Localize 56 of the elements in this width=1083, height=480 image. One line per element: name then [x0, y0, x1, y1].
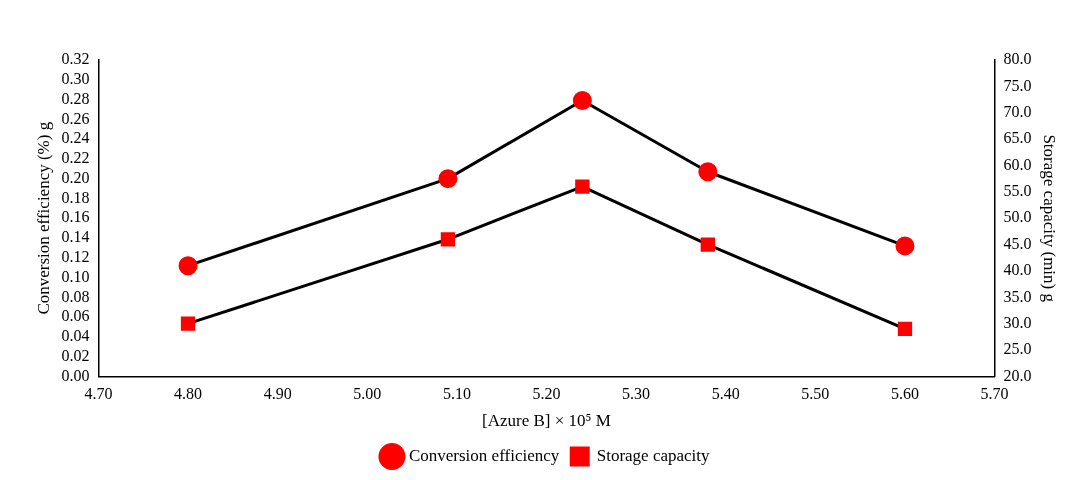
- x-tick-label: 4.70: [84, 385, 113, 403]
- y2-tick-label: 50.0: [1003, 208, 1032, 226]
- x-tick-label: 5.10: [442, 385, 471, 403]
- y-tick-label: 0.10: [61, 267, 90, 285]
- y-tick-label: 0.32: [61, 50, 90, 68]
- point: [698, 162, 718, 182]
- point: [575, 179, 590, 194]
- x-tick-label: 5.70: [980, 385, 1009, 403]
- y-tick-label: 0.22: [61, 149, 90, 167]
- y-tick-label: 0.08: [61, 287, 90, 305]
- y2-tick-label: 60.0: [1003, 155, 1032, 173]
- y2-tick-label: 80.0: [1003, 50, 1032, 68]
- y-tick-label: 0.18: [61, 188, 90, 206]
- point: [440, 232, 456, 247]
- y-tick-label: 0.24: [61, 129, 90, 147]
- y-tick-label: 0.16: [61, 208, 90, 226]
- x-tick-label: 5.60: [890, 385, 919, 403]
- point: [180, 316, 196, 331]
- legend-label: Storage capacity: [596, 445, 711, 465]
- y-tick-label: 0.04: [61, 327, 90, 345]
- y2-tick-label: 20.0: [1003, 366, 1032, 384]
- point: [700, 237, 715, 252]
- y2-tick-label: 75.0: [1003, 76, 1032, 94]
- y-tick-label: 0.12: [61, 247, 90, 265]
- y-tick-label: 0.26: [61, 109, 90, 127]
- x-tick-label: 4.90: [263, 385, 292, 403]
- x-axis-title: [Azure B] × 10⁵ M: [482, 411, 611, 431]
- y2-tick-label: 40.0: [1003, 261, 1032, 279]
- y2-tick-label: 30.0: [1003, 313, 1032, 331]
- x-tick-label: 5.40: [711, 385, 740, 403]
- y-tick-label: 0.06: [61, 307, 90, 325]
- y2-tick-label: 70.0: [1003, 102, 1032, 120]
- y2-axis-title: Storage capacity (min) g: [1040, 134, 1060, 303]
- legend-label: Conversion efficiency: [408, 445, 560, 465]
- point: [895, 236, 915, 256]
- point: [572, 91, 592, 111]
- y2-tick-label: 35.0: [1003, 287, 1032, 305]
- y2-tick-label: 55.0: [1003, 182, 1032, 200]
- x-tick-label: 5.50: [801, 385, 830, 403]
- y-tick-label: 0.00: [61, 366, 90, 384]
- point: [438, 169, 458, 189]
- y2-tick-label: 25.0: [1003, 340, 1032, 358]
- y-tick-label: 0.02: [61, 346, 90, 364]
- x-tick-label: 4.80: [174, 385, 203, 403]
- x-tick-label: 5.20: [532, 385, 561, 403]
- y2-tick-label: 65.0: [1003, 129, 1032, 147]
- y-tick-label: 0.28: [61, 89, 90, 107]
- y-tick-label: 0.20: [61, 168, 90, 186]
- point: [897, 321, 913, 337]
- y-tick-label: 0.30: [61, 69, 90, 87]
- y-tick-label: 0.14: [61, 228, 90, 246]
- y-axis-title: Conversion efficiency (%) g: [33, 121, 53, 315]
- x-tick-label: 5.30: [622, 385, 651, 403]
- x-tick-label: 5.00: [353, 385, 382, 403]
- point: [178, 256, 198, 276]
- y2-tick-label: 45.0: [1003, 234, 1032, 252]
